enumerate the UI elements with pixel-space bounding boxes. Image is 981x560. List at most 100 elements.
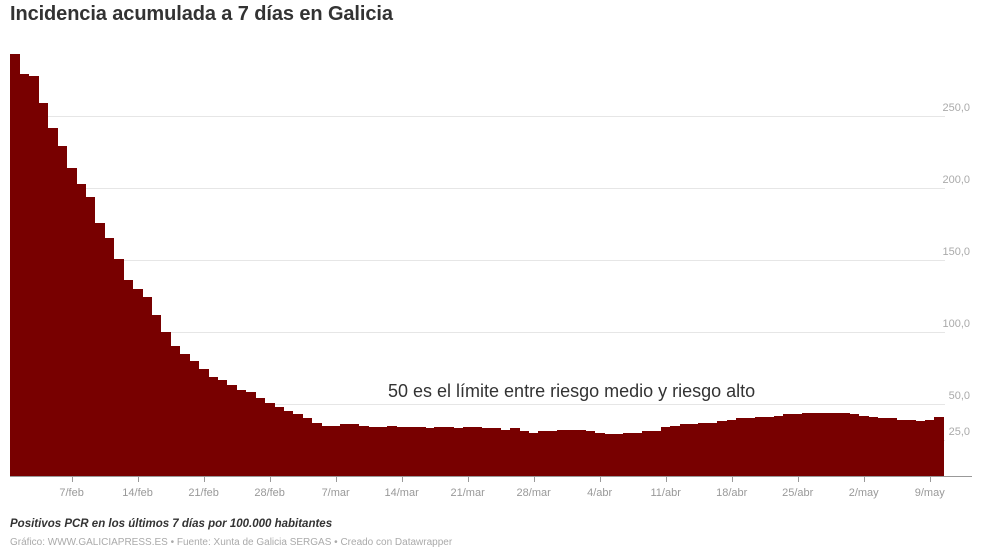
bar[interactable] <box>236 389 247 476</box>
bar[interactable] <box>170 346 181 476</box>
bar[interactable] <box>886 418 897 476</box>
bar[interactable] <box>38 103 49 476</box>
bar[interactable] <box>406 427 417 476</box>
bar[interactable] <box>830 412 841 476</box>
bar[interactable] <box>113 258 124 476</box>
bar[interactable] <box>292 414 303 476</box>
bar[interactable] <box>726 419 737 476</box>
bar[interactable] <box>349 424 360 476</box>
bar[interactable] <box>547 431 558 476</box>
bar[interactable] <box>19 74 30 476</box>
bar[interactable] <box>613 434 624 476</box>
bar[interactable] <box>274 406 285 476</box>
bar[interactable] <box>377 427 388 476</box>
bar[interactable] <box>622 432 633 476</box>
bar[interactable] <box>10 54 21 476</box>
bar[interactable] <box>481 428 492 476</box>
bar[interactable] <box>556 429 567 476</box>
bar[interactable] <box>443 427 454 476</box>
bar[interactable] <box>462 427 473 476</box>
bar[interactable] <box>877 418 888 476</box>
bar[interactable] <box>340 424 351 476</box>
bar[interactable] <box>368 427 379 476</box>
bar[interactable] <box>387 425 398 476</box>
bar[interactable] <box>104 238 115 476</box>
bar[interactable] <box>28 75 39 476</box>
bar[interactable] <box>66 167 77 476</box>
bar[interactable] <box>868 416 879 476</box>
bar[interactable] <box>679 424 690 476</box>
bar[interactable] <box>802 412 813 476</box>
bar[interactable] <box>208 376 219 476</box>
bar[interactable] <box>434 427 445 476</box>
bar[interactable] <box>717 421 728 476</box>
bar[interactable] <box>500 429 511 476</box>
y-tick-label: 50,0 <box>948 390 970 402</box>
bar[interactable] <box>179 353 190 476</box>
bar[interactable] <box>226 385 237 476</box>
bar[interactable] <box>585 431 596 476</box>
bar[interactable] <box>604 434 615 476</box>
bar[interactable] <box>528 432 539 476</box>
bar[interactable] <box>594 432 605 476</box>
bar[interactable] <box>839 412 850 476</box>
bar[interactable] <box>57 146 68 476</box>
bar[interactable] <box>189 360 200 476</box>
bar[interactable] <box>123 280 134 476</box>
bar[interactable] <box>151 314 162 476</box>
bar[interactable] <box>302 418 313 476</box>
bar[interactable] <box>792 414 803 476</box>
bar[interactable] <box>849 414 860 476</box>
bar[interactable] <box>47 127 58 476</box>
bar[interactable] <box>85 196 96 476</box>
bar[interactable] <box>509 428 520 476</box>
bar[interactable] <box>736 418 747 476</box>
bar[interactable] <box>896 419 907 476</box>
bar[interactable] <box>773 415 784 476</box>
bar[interactable] <box>575 429 586 476</box>
bar[interactable] <box>160 332 171 476</box>
bar[interactable] <box>707 422 718 476</box>
bar[interactable] <box>255 398 266 476</box>
bar[interactable] <box>698 422 709 476</box>
bar[interactable] <box>651 431 662 476</box>
bar[interactable] <box>820 412 831 476</box>
bar[interactable] <box>472 427 483 476</box>
bar[interactable] <box>660 427 671 476</box>
bar[interactable] <box>490 428 501 476</box>
bar[interactable] <box>670 425 681 476</box>
bar[interactable] <box>76 183 87 476</box>
bar[interactable] <box>198 369 209 476</box>
bar[interactable] <box>915 421 926 476</box>
bar[interactable] <box>283 411 294 476</box>
bar[interactable] <box>745 418 756 476</box>
bar[interactable] <box>641 431 652 476</box>
bar[interactable] <box>453 428 464 476</box>
bar[interactable] <box>264 402 275 476</box>
bar[interactable] <box>358 425 369 476</box>
bar[interactable] <box>811 412 822 476</box>
bar[interactable] <box>415 427 426 476</box>
bar[interactable] <box>519 431 530 476</box>
bar[interactable] <box>924 419 935 476</box>
bar[interactable] <box>94 222 105 476</box>
bar[interactable] <box>764 416 775 476</box>
bar[interactable] <box>538 431 549 476</box>
bar[interactable] <box>566 429 577 476</box>
bar[interactable] <box>632 432 643 476</box>
bar[interactable] <box>934 416 945 476</box>
bar[interactable] <box>688 424 699 476</box>
bar[interactable] <box>321 425 332 476</box>
bar[interactable] <box>132 288 143 476</box>
bar[interactable] <box>217 379 228 476</box>
bar[interactable] <box>905 419 916 476</box>
bar[interactable] <box>424 428 435 476</box>
bar[interactable] <box>396 427 407 476</box>
bar[interactable] <box>858 415 869 476</box>
bar[interactable] <box>311 422 322 476</box>
bar[interactable] <box>754 416 765 476</box>
bar[interactable] <box>142 297 153 476</box>
bar[interactable] <box>330 425 341 476</box>
bar[interactable] <box>245 392 256 476</box>
bar[interactable] <box>783 414 794 476</box>
